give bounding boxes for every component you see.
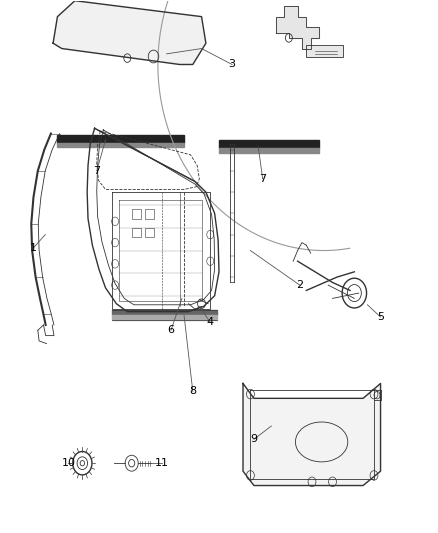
Polygon shape: [57, 135, 184, 143]
Bar: [145, 209, 154, 219]
Text: 4: 4: [207, 317, 214, 327]
Text: 8: 8: [189, 386, 196, 397]
Polygon shape: [112, 316, 217, 320]
Polygon shape: [112, 310, 217, 316]
Text: 7: 7: [259, 174, 266, 184]
Bar: [145, 228, 154, 237]
Text: 3: 3: [229, 60, 236, 69]
Text: 11: 11: [155, 458, 169, 468]
Polygon shape: [53, 1, 206, 64]
Text: 1: 1: [30, 243, 37, 253]
Text: 7: 7: [93, 166, 100, 176]
Polygon shape: [276, 6, 319, 49]
Polygon shape: [219, 149, 319, 153]
Text: 5: 5: [377, 312, 384, 322]
Text: 6: 6: [167, 325, 174, 335]
Bar: [132, 228, 141, 237]
Polygon shape: [57, 143, 184, 148]
Text: 2: 2: [296, 280, 304, 290]
Bar: [306, 45, 343, 56]
Bar: [132, 209, 141, 219]
Text: 9: 9: [251, 434, 258, 445]
Text: 10: 10: [61, 458, 75, 468]
Polygon shape: [219, 140, 319, 149]
Polygon shape: [243, 383, 381, 486]
